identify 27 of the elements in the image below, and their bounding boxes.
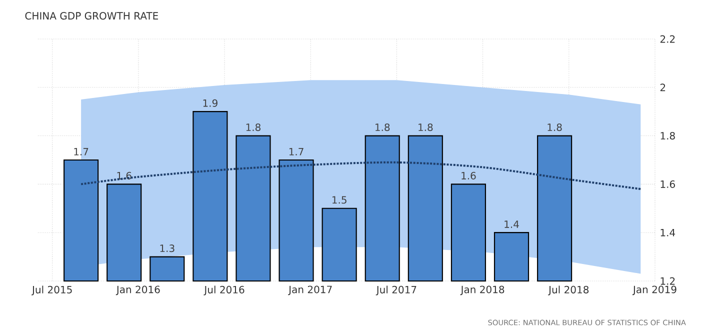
x-tick-label: Jan 2018 — [460, 286, 504, 296]
x-tick-label: Jan 2016 — [116, 286, 160, 296]
y-tick-label: 1.6 — [660, 180, 675, 188]
x-tick-label: Jan 2019 — [632, 286, 676, 296]
data-label: 1.8 — [418, 124, 433, 132]
x-tick-label: Jan 2017 — [288, 286, 332, 296]
x-tick-label: Jul 2017 — [376, 286, 416, 296]
data-label: 1.3 — [160, 244, 174, 252]
data-label: 1.5 — [332, 196, 346, 204]
line-series — [80, 161, 642, 190]
y-tick-label: 1.4 — [660, 228, 676, 236]
data-label: 1.8 — [376, 124, 390, 132]
data-label: 1.8 — [246, 124, 260, 132]
x-tick-label: Jul 2018 — [548, 286, 589, 296]
chart-title: CHINA GDP GROWTH RATE — [25, 12, 158, 20]
data-label: 1.9 — [203, 99, 218, 107]
x-tick-label: Jul 2016 — [204, 286, 244, 296]
data-label: 1.6 — [462, 172, 476, 180]
data-label: 1.7 — [74, 148, 88, 156]
y-tick-label: 1.8 — [660, 132, 675, 140]
data-label: 1.8 — [548, 124, 562, 132]
y-tick-label: 1.2 — [660, 277, 675, 285]
data-label: 1.4 — [504, 220, 519, 228]
x-tick-label: Jul 2015 — [31, 286, 72, 296]
data-label: 1.7 — [289, 148, 304, 156]
y-tick-label: 2 — [660, 84, 666, 92]
y-tick-label: 2.2 — [660, 35, 675, 43]
